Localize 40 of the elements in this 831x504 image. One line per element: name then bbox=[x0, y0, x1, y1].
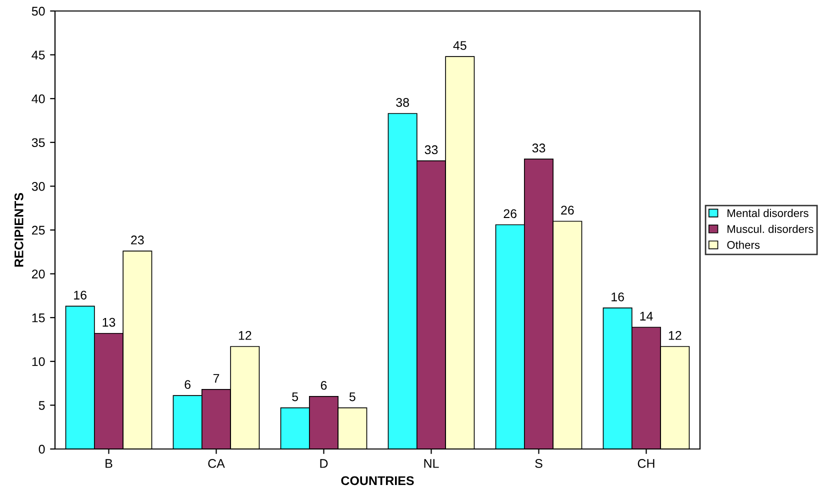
y-tick-label: 30 bbox=[32, 182, 45, 191]
x-tick-label: CA bbox=[208, 459, 225, 468]
y-tick-label: 0 bbox=[38, 444, 45, 454]
data-label: 7 bbox=[213, 374, 220, 383]
legend-label: Muscul. disorders bbox=[728, 224, 814, 233]
y-tick-label: 5 bbox=[38, 401, 45, 410]
data-label: 45 bbox=[453, 41, 466, 50]
y-tick-label: 25 bbox=[32, 226, 45, 235]
y-axis-title: RECIPIENTS bbox=[14, 192, 24, 267]
data-label: 33 bbox=[424, 145, 438, 154]
data-label: 16 bbox=[612, 292, 624, 302]
data-label: 26 bbox=[561, 206, 574, 215]
y-tick-label: 10 bbox=[32, 357, 45, 366]
y-tick-label: 50 bbox=[32, 6, 45, 16]
x-tick-label: B bbox=[106, 459, 112, 468]
x-tick-label: S bbox=[535, 459, 542, 468]
data-label: 33 bbox=[532, 144, 546, 152]
data-label: 16 bbox=[74, 290, 86, 300]
x-axis-title: COUNTRIES bbox=[341, 476, 414, 486]
data-label: 13 bbox=[102, 318, 116, 327]
data-label: 5 bbox=[292, 392, 298, 402]
data-label: 6 bbox=[320, 380, 327, 390]
y-tick-label: 45 bbox=[32, 50, 45, 60]
data-label: 12 bbox=[668, 331, 682, 340]
data-label: 14 bbox=[640, 312, 653, 320]
x-tick-label: D bbox=[320, 459, 328, 468]
y-tick-label: 20 bbox=[32, 270, 45, 278]
legend-label: Mental disorders bbox=[728, 208, 808, 218]
y-tick-label: 15 bbox=[32, 314, 45, 322]
x-tick-label: CH bbox=[638, 459, 654, 468]
data-label: 26 bbox=[504, 209, 516, 218]
data-label: 38 bbox=[396, 98, 409, 107]
data-label: 6 bbox=[184, 380, 191, 389]
y-tick-label: 40 bbox=[32, 94, 45, 104]
legend-label: Others bbox=[727, 240, 760, 249]
data-label: 12 bbox=[238, 331, 252, 340]
x-tick-label: NL bbox=[424, 459, 439, 468]
y-tick-label: 35 bbox=[32, 138, 45, 148]
data-label: 5 bbox=[349, 392, 356, 402]
data-label: 23 bbox=[131, 236, 144, 244]
